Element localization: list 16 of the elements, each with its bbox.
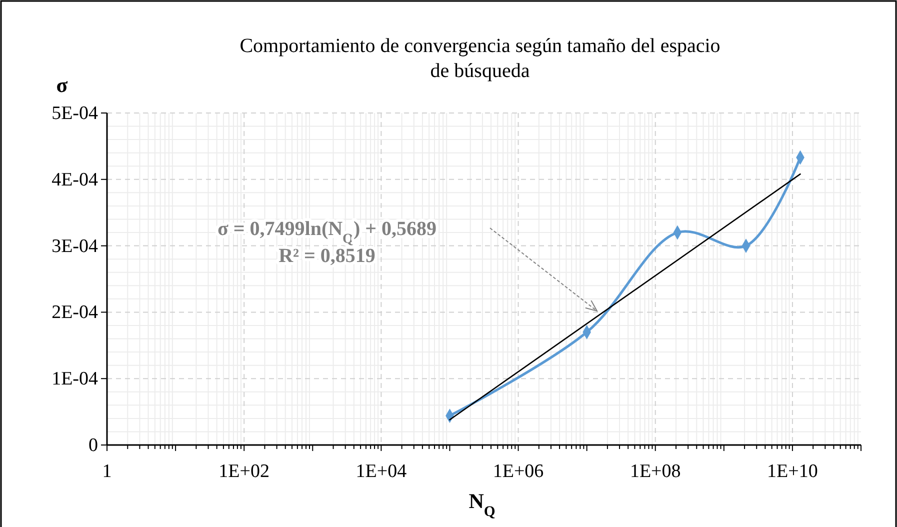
y-tick-label: 2E-04 xyxy=(52,302,98,324)
x-tick-label: 1E+08 xyxy=(630,461,681,482)
x-axis-title: N$_{Q}$ xyxy=(468,489,496,520)
x-tick-label: 1E+02 xyxy=(218,461,270,482)
y-tick-label: 1E-04 xyxy=(52,368,98,390)
y-tick-label: 3E-04 xyxy=(52,236,98,257)
annotation: R² = 0,8519 xyxy=(278,245,376,267)
y-axis-title: σ xyxy=(56,73,68,97)
chart-title: Comportamiento de convergencia según tamaño del espacio de búsqueda xyxy=(240,35,720,82)
x-tick-label: 1E+10 xyxy=(767,461,818,482)
y-tick-label: 0 xyxy=(88,435,98,456)
x-tick-label: 1 xyxy=(102,461,112,482)
x-tick-label: 1E+06 xyxy=(492,461,544,482)
y-tick-label: 5E-04 xyxy=(52,103,98,124)
y-tick-label: 4E-04 xyxy=(52,169,98,190)
x-tick-label: 1E+04 xyxy=(356,461,408,482)
